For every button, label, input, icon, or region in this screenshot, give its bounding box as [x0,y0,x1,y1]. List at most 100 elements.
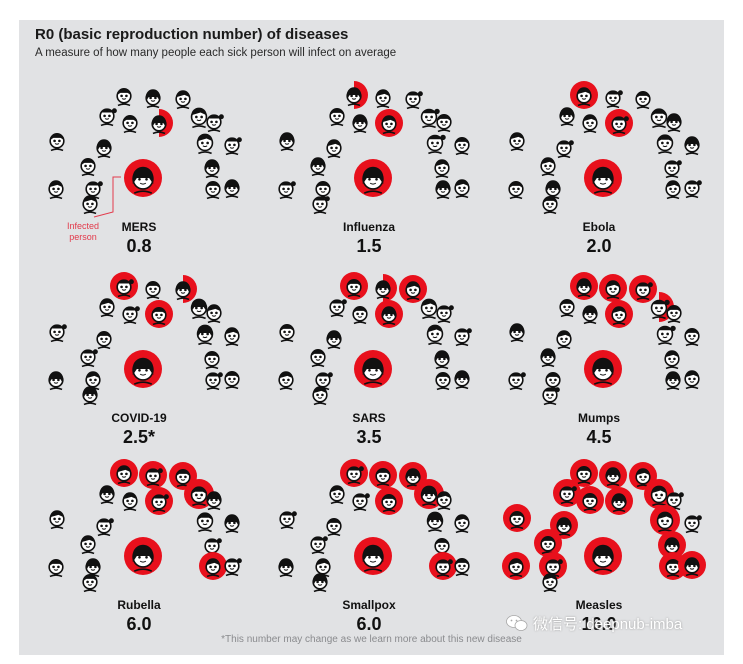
person-face-icon [650,505,680,535]
person-face-icon [436,491,452,511]
disease-name: Mumps [578,411,620,425]
infected-person-face-icon [584,350,622,388]
person-face-icon [224,370,240,390]
page-subtitle: A measure of how many people each sick p… [35,47,397,59]
faces-measles [502,459,706,593]
person-face-icon [420,108,440,129]
person-face-icon [49,132,65,152]
person-face-icon [85,558,101,578]
person-face-icon [346,81,368,109]
person-face-icon [145,89,161,109]
person-face-icon [542,573,558,593]
person-face-icon [206,304,222,324]
person-face-icon [540,348,556,368]
person-face-icon [145,487,173,515]
person-face-icon [80,535,96,555]
person-face-icon [96,518,114,537]
person-face-icon [399,275,427,303]
r0-value: 4.5 [586,427,612,447]
person-face-icon [116,87,132,107]
person-face-icon [340,459,368,487]
person-face-icon [534,529,562,557]
disease-name: Smallpox [342,598,396,612]
person-face-icon [664,350,680,370]
person-face-icon [279,511,297,530]
person-face-icon [542,195,558,215]
person-face-icon [605,487,633,515]
person-face-icon [99,108,117,127]
disease-name: MERS [121,220,157,234]
person-face-icon [204,159,220,179]
person-face-icon [540,157,556,177]
person-face-icon [206,491,222,511]
person-face-icon [224,327,240,347]
person-face-icon [48,558,64,578]
person-face-icon [310,348,326,368]
faces-mumps [508,272,700,406]
person-face-icon [454,136,470,156]
person-face-icon [434,159,450,179]
person-face-icon [570,81,598,109]
person-face-icon [550,511,578,539]
person-face-icon [369,461,397,489]
page-title: R0 (basic reproduction number) of diseas… [35,26,349,43]
person-face-icon [352,114,368,134]
faces-mers [48,87,242,215]
person-face-icon [582,305,598,325]
person-face-icon [278,181,296,200]
person-face-icon [570,459,598,487]
person-face-icon [635,90,651,110]
panel-influenza: Influenza 1.5 [254,70,484,258]
person-face-icon [279,323,295,343]
person-face-icon [184,479,214,509]
person-face-icon [436,113,452,133]
r0-value: 2.5* [122,427,156,447]
disease-name: COVID-19 [111,411,167,425]
person-face-icon [559,107,575,127]
person-face-icon [684,515,702,534]
person-face-icon [508,372,526,391]
person-face-icon [224,137,242,156]
person-face-icon [559,298,575,318]
person-face-icon [650,108,668,129]
person-face-icon [110,272,138,300]
person-face-icon [665,180,681,200]
person-face-icon [426,511,444,533]
person-face-icon [375,89,391,109]
infected-pointer-line [93,176,121,218]
person-face-icon [405,91,423,110]
disease-name: Measles [575,598,623,612]
person-face-icon [175,275,197,303]
person-face-icon [199,552,227,580]
person-face-icon [312,386,328,406]
person-face-icon [145,300,173,328]
person-face-icon [414,479,444,509]
panel-smallpox: Smallpox 6.0 [254,448,484,636]
person-face-icon [678,551,706,579]
person-face-icon [196,324,214,346]
r0-value: 3.5 [356,427,382,447]
person-face-icon [175,90,191,110]
person-face-icon [278,558,294,578]
person-face-icon [326,517,342,537]
person-face-icon [658,531,686,559]
faces-ebola [508,81,702,215]
faces-covid-19 [48,272,240,406]
person-face-icon [206,114,224,133]
person-face-icon [196,133,214,155]
person-face-icon [539,552,567,580]
person-face-icon [605,300,633,328]
person-face-icon [96,139,112,159]
disease-name: Ebola [582,220,616,234]
person-face-icon [684,136,700,156]
person-face-icon [110,459,138,487]
person-face-icon [556,140,574,159]
person-face-icon [454,557,470,577]
person-face-icon [310,157,326,177]
r0-value: 6.0 [356,614,382,634]
person-face-icon [375,487,403,515]
person-face-icon [375,300,403,328]
person-face-icon [224,179,240,199]
person-face-icon [48,180,64,200]
person-face-icon [509,323,525,343]
